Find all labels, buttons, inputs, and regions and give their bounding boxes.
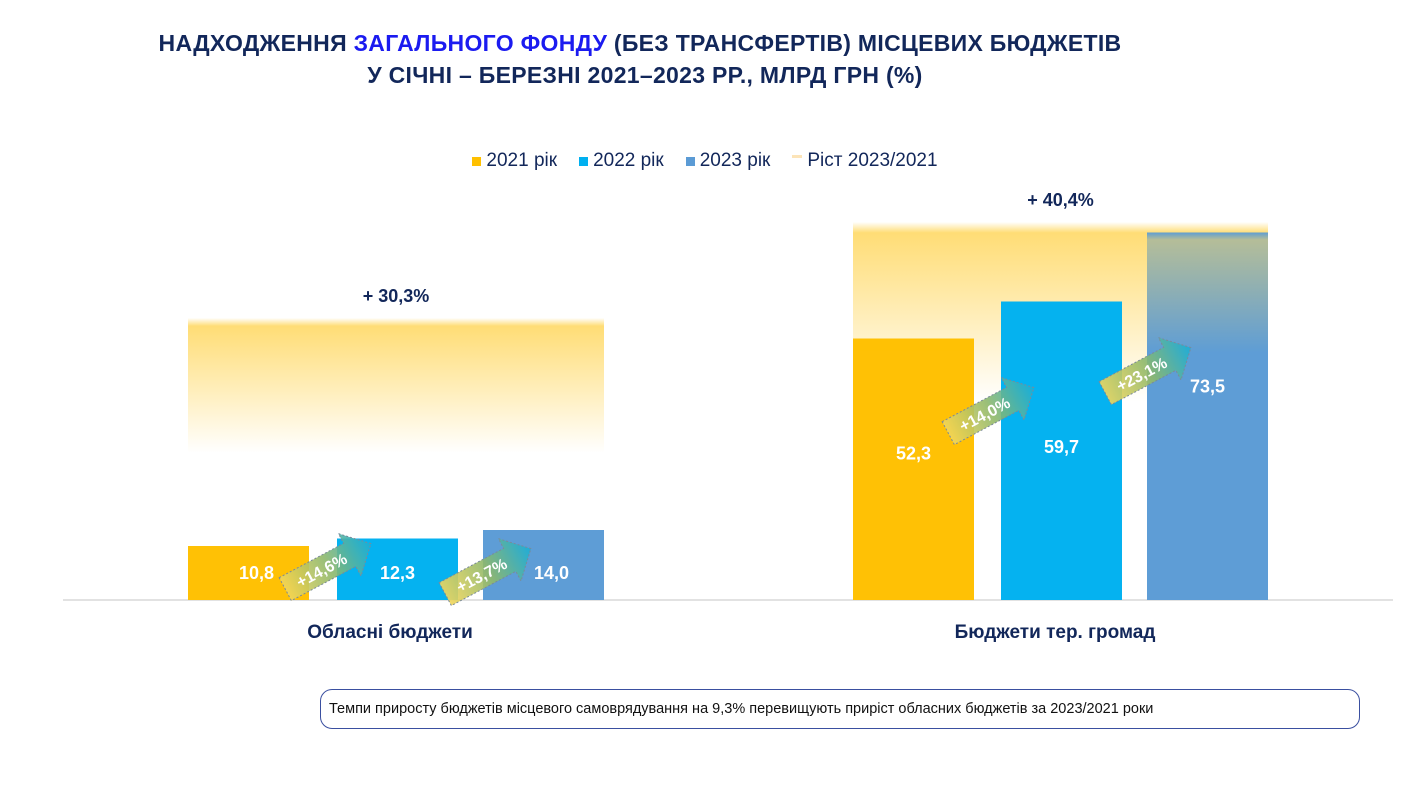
category-label: Бюджети тер. громад <box>955 622 1156 643</box>
legend-label: Ріст 2023/2021 <box>807 150 938 171</box>
chart-title-line1: НАДХОДЖЕННЯ ЗАГАЛЬНОГО ФОНДУ (БЕЗ ТРАНСФ… <box>0 30 1280 57</box>
legend-item-2023: 2023 рік <box>685 150 771 172</box>
legend-label: 2023 рік <box>699 150 771 171</box>
arrow-shape <box>941 376 1035 446</box>
note-box: Темпи приросту бюджетів місцевого самовр… <box>320 689 1360 729</box>
category-label: Обласні бюджети <box>307 622 473 643</box>
bar-value-label: 10,8 <box>239 563 274 583</box>
arrow-shape <box>1098 336 1192 406</box>
legend-swatch <box>792 154 803 158</box>
legend-item-growth: Ріст 2023/2021 <box>792 150 938 172</box>
bar-2022-рік <box>1001 301 1122 600</box>
legend: 2021 рік 2022 рік 2023 рік Ріст 2023/202… <box>0 150 1410 172</box>
legend-label: 2022 рік <box>593 150 664 171</box>
title-text: НАДХОДЖЕННЯ <box>158 30 354 56</box>
chart-title-line2: У СІЧНІ – БЕРЕЗНІ 2021–2023 РР., МЛРД ГР… <box>367 62 923 88</box>
title-highlight: ЗАГАЛЬНОГО ФОНДУ <box>353 30 608 56</box>
bar-value-label: 12,3 <box>380 563 415 583</box>
growth-total-label: + 40,4% <box>1027 190 1094 210</box>
growth-band-overlay <box>1147 232 1268 353</box>
bar-2021-рік <box>853 338 974 600</box>
bar-value-label: 14,0 <box>534 563 569 583</box>
legend-item-2022: 2022 рік <box>579 150 664 172</box>
growth-band <box>188 318 604 453</box>
bar-value-label: 59,7 <box>1044 437 1079 457</box>
legend-item-2021: 2021 рік <box>472 150 557 172</box>
legend-swatch <box>472 156 482 166</box>
legend-label: 2021 рік <box>486 150 558 171</box>
arrow-shape <box>278 532 372 602</box>
growth-total-label: + 30,3% <box>363 286 430 306</box>
bar-value-label: 52,3 <box>896 443 931 463</box>
legend-swatch <box>579 156 589 166</box>
legend-swatch <box>685 156 695 166</box>
title-text-end: (БЕЗ ТРАНСФЕРТІВ) МІСЦЕВИХ БЮДЖЕТІВ <box>607 30 1122 56</box>
bar-value-label: 73,5 <box>1190 376 1225 396</box>
arrow-shape <box>438 537 532 607</box>
